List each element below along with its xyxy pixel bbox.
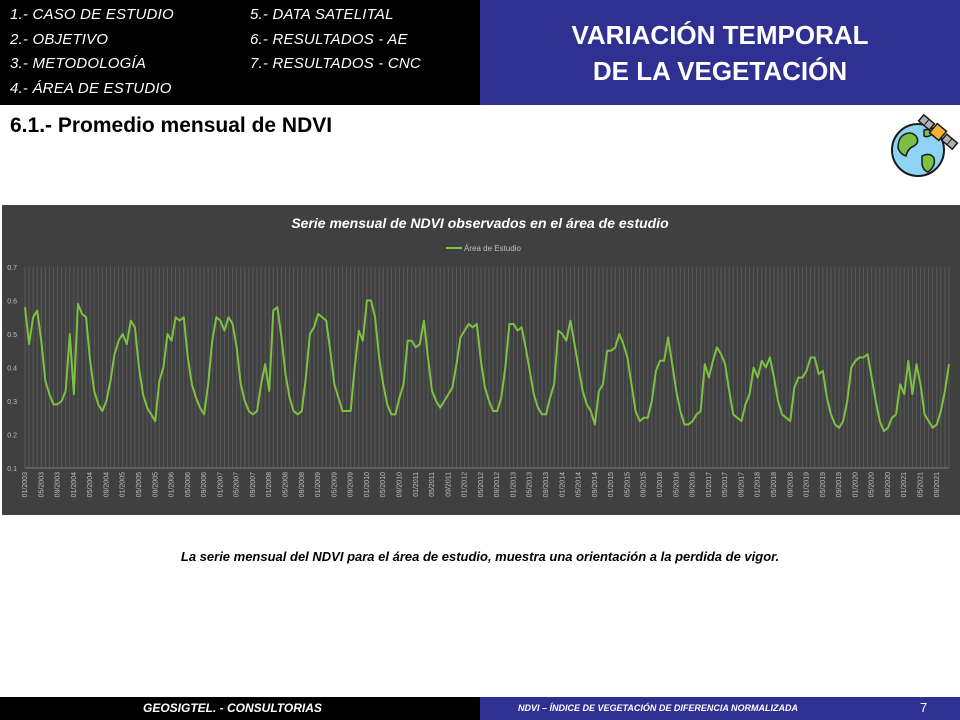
x-tick-label: 05/2006: [185, 472, 192, 497]
x-tick-label: 05/2007: [234, 472, 241, 497]
ndvi-chart: Serie mensual de NDVI observados en el á…: [2, 205, 960, 515]
x-tick-label: 09/2020: [885, 472, 892, 497]
x-tick-label: 01/2014: [559, 472, 566, 497]
x-tick-label: 09/2004: [103, 472, 110, 497]
globe-satellite-icon: [891, 113, 959, 177]
x-tick-label: 05/2017: [722, 472, 729, 497]
menu-item-area-estudio[interactable]: 4.- ÁREA DE ESTUDIO: [10, 80, 172, 97]
x-tick-label: 09/2007: [250, 472, 257, 497]
series-line-area-de-estudio: [24, 299, 950, 433]
x-tick-label: 09/2019: [836, 472, 843, 497]
x-tick-label: 05/2014: [576, 472, 583, 497]
x-tick-label: 01/2005: [120, 472, 127, 497]
x-tick-label: 05/2012: [478, 472, 485, 497]
legend-label: Área de Estudio: [464, 244, 521, 253]
x-tick-label: 09/2012: [494, 472, 501, 497]
x-tick-label: 01/2019: [804, 472, 811, 497]
chart-legend: Área de Estudio: [446, 244, 521, 253]
chart-title: Serie mensual de NDVI observados en el á…: [291, 215, 669, 231]
y-tick-label: 0.3: [7, 399, 17, 406]
y-tick-label: 0.6: [7, 299, 17, 306]
footer-company: GEOSIGTEL. - CONSULTORIAS: [143, 701, 322, 715]
x-tick-label: 09/2008: [299, 472, 306, 497]
x-tick-label: 01/2010: [364, 472, 371, 497]
x-tick-label: 05/2019: [820, 472, 827, 497]
menu-item-metodologia[interactable]: 3.- METODOLOGÍA: [10, 55, 147, 72]
x-tick-label: 01/2008: [266, 472, 273, 497]
menu-item-caso-estudio[interactable]: 1.- CASO DE ESTUDIO: [10, 6, 174, 23]
x-tick-label: 09/2021: [934, 472, 941, 497]
x-tick-label: 09/2006: [201, 472, 208, 497]
x-tick-label: 05/2010: [380, 472, 387, 497]
x-tick-label: 05/2018: [771, 472, 778, 497]
slide-title-box: VARIACIÓN TEMPORAL DE LA VEGETACIÓN: [480, 0, 960, 105]
top-menu-bar: 1.- CASO DE ESTUDIO 2.- OBJETIVO 3.- MET…: [0, 0, 480, 105]
y-tick-label: 0.7: [7, 265, 17, 272]
footer-left-bar: GEOSIGTEL. - CONSULTORIAS: [0, 697, 480, 720]
y-tick-label: 0.5: [7, 332, 17, 339]
x-tick-label: 01/2009: [315, 472, 322, 497]
x-tick-label: 09/2014: [592, 472, 599, 497]
x-tick-label: 01/2003: [22, 472, 29, 497]
x-tick-label: 05/2009: [331, 472, 338, 497]
x-tick-label: 01/2004: [71, 472, 78, 497]
page-number: 7: [920, 700, 928, 715]
x-tick-label: 05/2003: [38, 472, 45, 497]
x-tick-label: 09/2009: [348, 472, 355, 497]
x-tick-label: 01/2011: [413, 472, 420, 497]
footer-right-bar: NDVI – ÍNDICE DE VEGETACIÓN DE DIFERENCI…: [480, 697, 960, 720]
x-tick-label: 05/2016: [673, 472, 680, 497]
section-title: 6.1.- Promedio mensual de NDVI: [10, 114, 333, 137]
x-tick-label: 01/2015: [608, 472, 615, 497]
ndvi-chart-svg: Serie mensual de NDVI observados en el á…: [2, 205, 960, 515]
slide-title-line2: DE LA VEGETACIÓN: [592, 55, 848, 86]
x-tick-label: 01/2007: [217, 472, 224, 497]
x-tick-label: 05/2005: [136, 472, 143, 497]
y-tick-label: 0.4: [7, 366, 17, 373]
x-tick-label: 05/2011: [429, 472, 436, 497]
x-tick-label: 09/2017: [738, 472, 745, 497]
x-tick-label: 01/2021: [901, 472, 908, 497]
x-tick-label: 05/2008: [283, 472, 290, 497]
menu-item-resultados-ae[interactable]: 6.- RESULTADOS - AE: [250, 31, 408, 48]
menu-item-resultados-cnc[interactable]: 7.- RESULTADOS - CNC: [250, 55, 421, 72]
x-tick-label: 09/2011: [445, 472, 452, 497]
x-tick-label: 01/2012: [462, 472, 469, 497]
slide-title-line1: VARIACIÓN TEMPORAL: [571, 19, 869, 50]
menu-item-data-satelital[interactable]: 5.- DATA SATELITAL: [250, 6, 394, 23]
y-tick-label: 0.2: [7, 433, 17, 440]
x-tick-label: 05/2021: [918, 472, 925, 497]
x-tick-label: 01/2013: [510, 472, 517, 497]
x-tick-label: 09/2005: [152, 472, 159, 497]
x-tick-label: 05/2004: [87, 472, 94, 497]
footer-ndvi-definition: NDVI – ÍNDICE DE VEGETACIÓN DE DIFERENCI…: [518, 703, 799, 713]
y-tick-label: 0.1: [7, 466, 17, 473]
x-tick-label: 01/2006: [169, 472, 176, 497]
menu-item-objetivo[interactable]: 2.- OBJETIVO: [10, 31, 109, 48]
x-tick-label: 09/2016: [690, 472, 697, 497]
x-tick-label: 01/2020: [852, 472, 859, 497]
x-tick-label: 09/2018: [787, 472, 794, 497]
x-tick-label: 05/2020: [869, 472, 876, 497]
x-tick-label: 09/2015: [641, 472, 648, 497]
x-tick-label: 01/2016: [657, 472, 664, 497]
x-tick-label: 09/2013: [543, 472, 550, 497]
chart-caption: La serie mensual del NDVI para el área d…: [180, 549, 780, 564]
x-tick-label: 05/2013: [527, 472, 534, 497]
x-tick-label: 09/2010: [396, 472, 403, 497]
x-tick-label: 05/2015: [624, 472, 631, 497]
x-tick-label: 01/2018: [755, 472, 762, 497]
x-tick-label: 01/2017: [706, 472, 713, 497]
x-tick-label: 09/2003: [55, 472, 62, 497]
